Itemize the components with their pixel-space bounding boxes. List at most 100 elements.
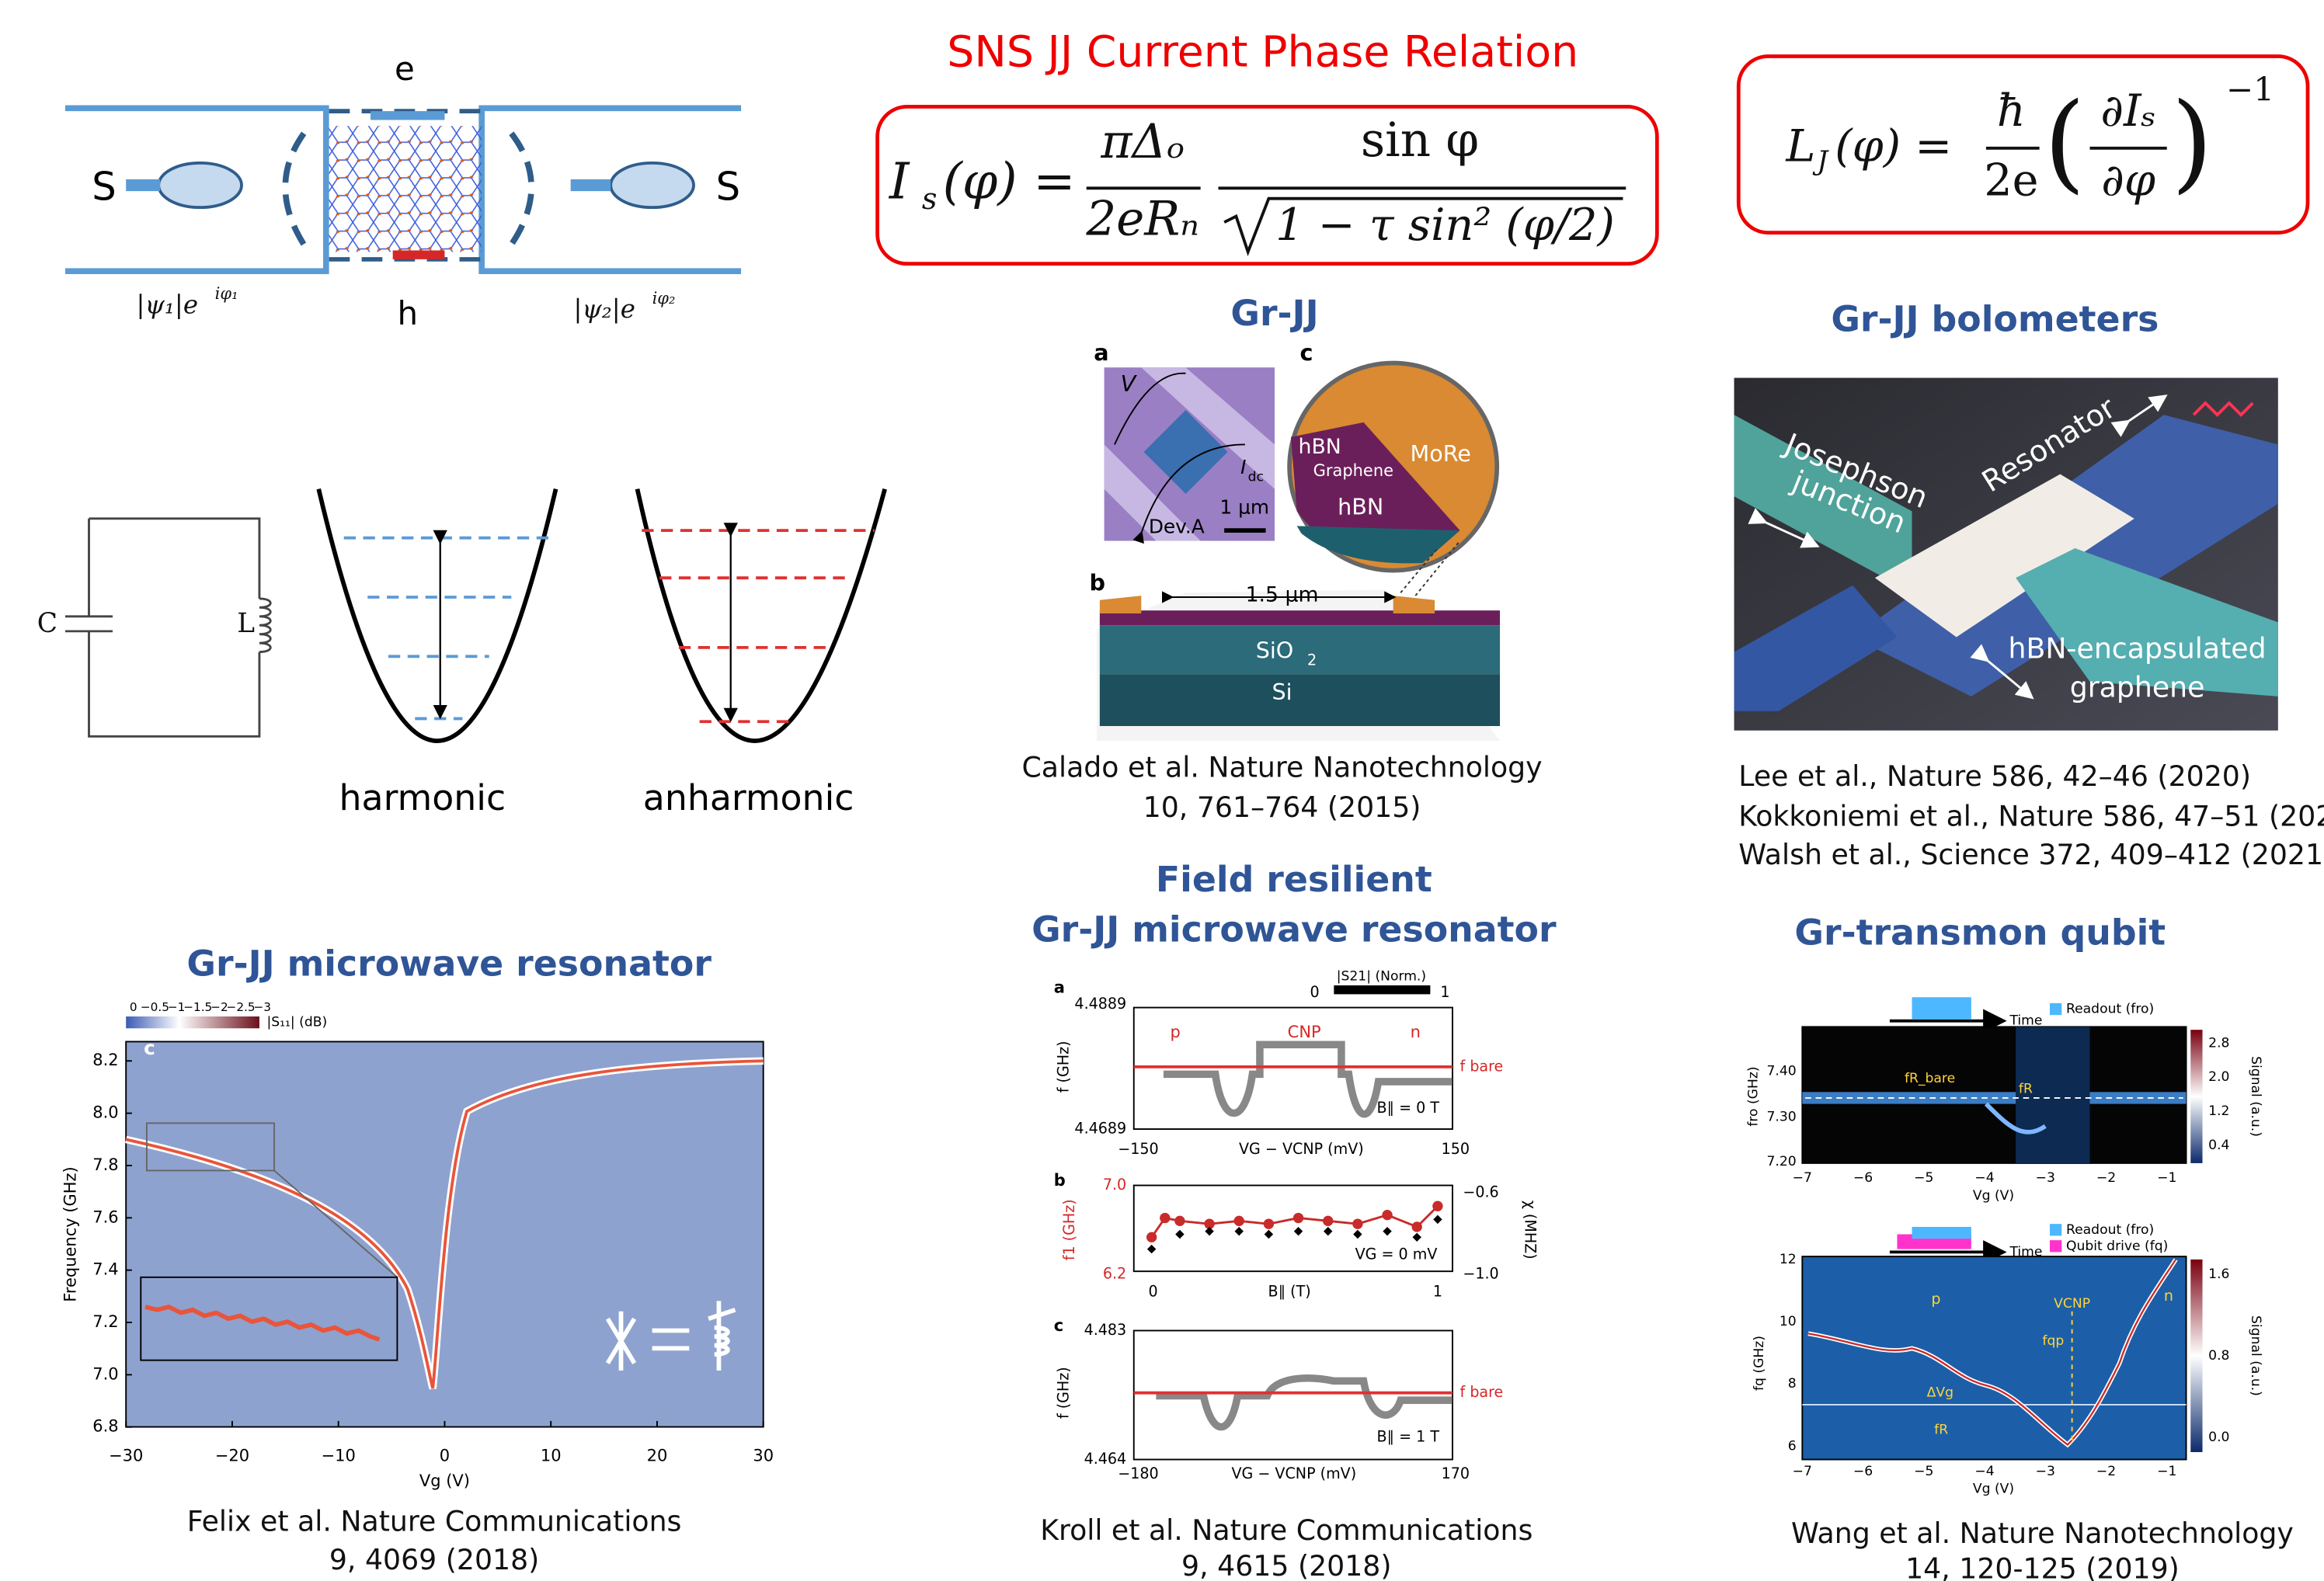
section-heading: Gr-transmon qubit bbox=[1794, 912, 2166, 954]
y-tick-label: 8.0 bbox=[92, 1103, 118, 1122]
section-heading: Gr-JJ bolometers bbox=[1831, 298, 2159, 340]
label: 1.5 μm bbox=[1246, 583, 1319, 607]
felix-plot bbox=[126, 1041, 764, 1426]
annotation: fR bbox=[2019, 1081, 2033, 1096]
citation: 9, 4615 (2018) bbox=[1181, 1549, 1391, 1581]
tick-label: 1 bbox=[1433, 1283, 1442, 1300]
slide-title: SNS JJ Current Phase Relation bbox=[947, 28, 1578, 78]
y-tick-label: 7.0 bbox=[92, 1364, 118, 1383]
citation: Lee et al., Nature 586, 42–46 (2020) bbox=[1738, 759, 2251, 793]
panel-letter: c bbox=[1299, 339, 1313, 366]
tick-label: 4.483 bbox=[1084, 1322, 1127, 1339]
colorbar-tick: −2 bbox=[210, 1000, 228, 1014]
eq-part: πΔₒ bbox=[1100, 114, 1185, 169]
label: Dev.A bbox=[1149, 515, 1205, 537]
tick-label: −1.0 bbox=[1463, 1266, 1498, 1283]
inductance-equation: L J (φ) = ħ 2e ( ∂Iₛ ∂φ ) −1 bbox=[1785, 70, 2274, 206]
tick-label: 7.40 bbox=[1766, 1064, 1796, 1079]
tick-label: 7.0 bbox=[1103, 1176, 1126, 1194]
tick-label: 6 bbox=[1788, 1438, 1797, 1454]
eq-part: ∂Iₛ bbox=[2100, 85, 2156, 137]
tick-label: −180 bbox=[1118, 1465, 1158, 1482]
x-tick-label: 20 bbox=[647, 1447, 668, 1465]
label: hBN bbox=[1338, 493, 1383, 519]
kroll-plots bbox=[1134, 985, 1452, 1460]
cpr-equation: I s (φ) = πΔₒ 2eRₙ sin φ 1 − τ sin² (φ/2… bbox=[889, 113, 1626, 252]
x-tick-label: −5 bbox=[1914, 1464, 1933, 1479]
colorbar-tick: 2.8 bbox=[2208, 1035, 2229, 1051]
label: S bbox=[92, 165, 116, 210]
axis-label: f (GHz) bbox=[1056, 1367, 1073, 1419]
colorbar-tick: −1.5 bbox=[183, 1000, 212, 1014]
eq-part: ) bbox=[2171, 80, 2213, 204]
citation: Calado et al. Nature Nanotechnology bbox=[1021, 750, 1542, 784]
panel-letter: c bbox=[144, 1037, 155, 1059]
x-tick-label: −6 bbox=[1853, 1464, 1873, 1479]
x-tick-label: −10 bbox=[322, 1447, 356, 1465]
x-tick-label: −2 bbox=[2096, 1464, 2116, 1479]
panel-letter: c bbox=[1054, 1316, 1063, 1335]
x-tick-label: −20 bbox=[215, 1447, 249, 1465]
citation: 9, 4069 (2018) bbox=[329, 1543, 539, 1576]
axis-label: Vg (V) bbox=[419, 1472, 470, 1490]
label: hBN bbox=[1299, 435, 1341, 459]
annotation: fR_bare bbox=[1905, 1071, 1955, 1086]
section-heading: Gr-JJ bbox=[1230, 292, 1318, 334]
label: S bbox=[716, 165, 741, 210]
label: e bbox=[395, 50, 415, 88]
x-tick-label: 10 bbox=[541, 1447, 562, 1465]
tick-label: 150 bbox=[1442, 1141, 1470, 1158]
label: |ψ₂|e bbox=[573, 294, 635, 324]
citation: Walsh et al., Science 372, 409–412 (2021… bbox=[1738, 838, 2324, 871]
annotation: B∥ = 0 T bbox=[1376, 1100, 1439, 1117]
label: dc bbox=[1248, 469, 1264, 485]
eq-part: 2eRₙ bbox=[1085, 191, 1199, 246]
eq-part: s bbox=[922, 182, 938, 216]
x-tick-label: −5 bbox=[1914, 1170, 1933, 1186]
colorbar-tick: 0.4 bbox=[2208, 1138, 2229, 1153]
panel-letter: b bbox=[1090, 569, 1105, 596]
y-tick-label: 7.2 bbox=[92, 1312, 118, 1331]
tick-label: 0 bbox=[1148, 1283, 1157, 1300]
axis-label: f (GHz) bbox=[1056, 1041, 1073, 1093]
eq-part: 2e bbox=[1984, 155, 2038, 207]
x-tick-label: −7 bbox=[1793, 1464, 1812, 1479]
colorbar-tick: 0.0 bbox=[2208, 1430, 2229, 1445]
eq-part: (φ) = bbox=[1835, 121, 1952, 172]
label: 1 μm bbox=[1219, 495, 1269, 518]
tick-label: 10 bbox=[1780, 1314, 1797, 1329]
axis-label: Vg (V) bbox=[1973, 1188, 2014, 1204]
annotation: CNP bbox=[1288, 1023, 1321, 1041]
colorbar-tick: 0 bbox=[130, 1000, 137, 1014]
citation: 10, 761–764 (2015) bbox=[1143, 790, 1421, 824]
axis-label: Vg (V) bbox=[1973, 1482, 2014, 1497]
slide: S S e h |ψ₁|e iφ₁ |ψ₂|e iφ₂ C L harmonic… bbox=[0, 0, 2324, 1581]
eq-part: (φ) = bbox=[943, 153, 1076, 211]
label: SiO bbox=[1256, 638, 1294, 664]
panel-letter: b bbox=[1054, 1171, 1066, 1190]
colorbar-label: |S₁₁| (dB) bbox=[266, 1015, 327, 1030]
label: I bbox=[1240, 456, 1246, 478]
annotation: p bbox=[1931, 1291, 1940, 1308]
tick-label: 8 bbox=[1788, 1376, 1797, 1392]
citation: Felix et al. Nature Communications bbox=[187, 1505, 682, 1538]
colorbar-tick: 1 bbox=[1440, 984, 1449, 1001]
section-heading: Field resilient bbox=[1156, 858, 1432, 900]
label: h bbox=[397, 294, 418, 332]
tick-label: 7.30 bbox=[1766, 1110, 1796, 1125]
citation: 14, 120-125 (2019) bbox=[1905, 1552, 2180, 1581]
section-heading: Gr-JJ microwave resonator bbox=[1032, 909, 1557, 950]
x-tick-label: −1 bbox=[2157, 1170, 2176, 1186]
section-heading: Gr-JJ microwave resonator bbox=[186, 943, 711, 985]
colorbar-tick: −3 bbox=[254, 1000, 271, 1014]
colorbar-tick: −2.5 bbox=[227, 1000, 256, 1014]
annotation: ΔVg bbox=[1927, 1385, 1953, 1401]
colorbar-label: |S21| (Norm.) bbox=[1337, 968, 1426, 984]
axis-label: Frequency (GHz) bbox=[61, 1166, 80, 1301]
colorbar-label: Signal (a.u.) bbox=[2248, 1315, 2263, 1396]
label: graphene bbox=[2070, 670, 2205, 704]
annotation: fqp bbox=[2042, 1333, 2064, 1349]
x-tick-label: −6 bbox=[1853, 1170, 1873, 1186]
x-tick-label: −7 bbox=[1793, 1170, 1812, 1186]
x-tick-label: 30 bbox=[753, 1447, 774, 1465]
